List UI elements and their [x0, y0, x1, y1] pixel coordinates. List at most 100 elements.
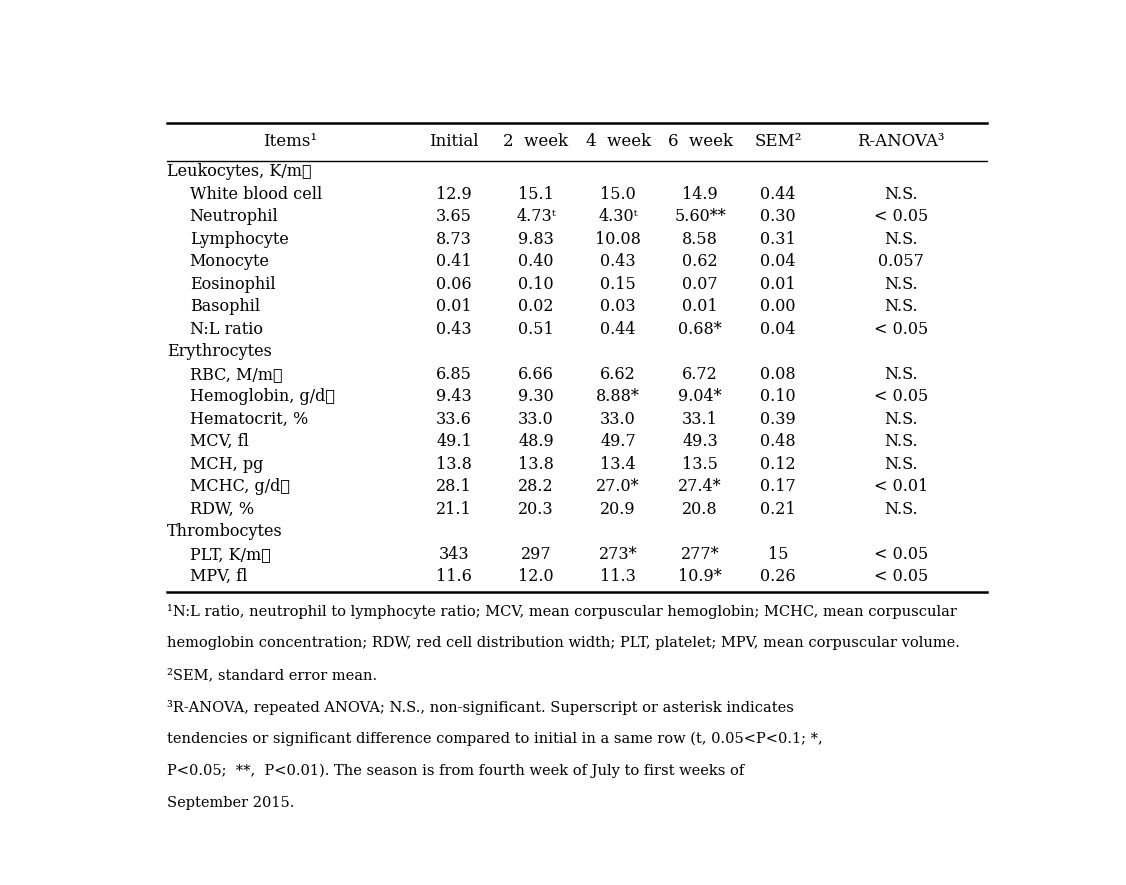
Text: 10.08: 10.08 [596, 231, 641, 248]
Text: N.S.: N.S. [884, 501, 918, 518]
Text: 0.31: 0.31 [760, 231, 796, 248]
Text: 8.73: 8.73 [436, 231, 472, 248]
Text: 20.3: 20.3 [518, 501, 554, 518]
Text: MCV, fl: MCV, fl [189, 434, 249, 450]
Text: 11.3: 11.3 [600, 568, 636, 585]
Text: < 0.01: < 0.01 [874, 478, 928, 496]
Text: 2  week: 2 week [503, 134, 569, 150]
Text: 49.3: 49.3 [682, 434, 718, 450]
Text: 9.30: 9.30 [518, 389, 554, 405]
Text: 12.9: 12.9 [436, 186, 472, 203]
Text: 28.2: 28.2 [518, 478, 554, 496]
Text: N.S.: N.S. [884, 434, 918, 450]
Text: ¹N:L ratio, neutrophil to lymphocyte ratio; MCV, mean corpuscular hemoglobin; MC: ¹N:L ratio, neutrophil to lymphocyte rat… [167, 604, 957, 619]
Text: 0.26: 0.26 [760, 568, 796, 585]
Text: 0.62: 0.62 [682, 253, 718, 271]
Text: 0.41: 0.41 [436, 253, 472, 271]
Text: 15: 15 [768, 546, 788, 563]
Text: 12.0: 12.0 [518, 568, 554, 585]
Text: 49.7: 49.7 [600, 434, 636, 450]
Text: Lymphocyte: Lymphocyte [189, 231, 288, 248]
Text: Leukocytes, K/mℓ: Leukocytes, K/mℓ [167, 164, 312, 181]
Text: 33.0: 33.0 [518, 411, 554, 427]
Text: 4.30ᵗ: 4.30ᵗ [598, 209, 638, 226]
Text: Erythrocytes: Erythrocytes [167, 343, 271, 360]
Text: < 0.05: < 0.05 [874, 546, 928, 563]
Text: MCH, pg: MCH, pg [189, 456, 263, 473]
Text: 0.51: 0.51 [518, 321, 554, 338]
Text: 343: 343 [439, 546, 470, 563]
Text: 48.9: 48.9 [518, 434, 554, 450]
Text: < 0.05: < 0.05 [874, 321, 928, 338]
Text: September 2015.: September 2015. [167, 796, 294, 811]
Text: Eosinophil: Eosinophil [189, 276, 275, 293]
Text: 0.12: 0.12 [760, 456, 796, 473]
Text: 0.48: 0.48 [760, 434, 796, 450]
Text: 6.72: 6.72 [682, 366, 718, 383]
Text: PLT, K/mℓ: PLT, K/mℓ [189, 546, 270, 563]
Text: N.S.: N.S. [884, 366, 918, 383]
Text: 9.43: 9.43 [436, 389, 472, 405]
Text: 0.04: 0.04 [760, 253, 796, 271]
Text: Neutrophil: Neutrophil [189, 209, 278, 226]
Text: tendencies or significant difference compared to initial in a same row (t, 0.05<: tendencies or significant difference com… [167, 732, 823, 746]
Text: 0.39: 0.39 [760, 411, 796, 427]
Text: N.S.: N.S. [884, 456, 918, 473]
Text: ³R-ANOVA, repeated ANOVA; N.S., non-significant. Superscript or asterisk indicat: ³R-ANOVA, repeated ANOVA; N.S., non-sign… [167, 700, 794, 715]
Text: 6.85: 6.85 [436, 366, 472, 383]
Text: 6  week: 6 week [668, 134, 733, 150]
Text: 0.30: 0.30 [760, 209, 796, 226]
Text: MCHC, g/dℓ: MCHC, g/dℓ [189, 478, 289, 496]
Text: White blood cell: White blood cell [189, 186, 322, 203]
Text: 11.6: 11.6 [436, 568, 472, 585]
Text: ²SEM, standard error mean.: ²SEM, standard error mean. [167, 668, 377, 682]
Text: 27.0*: 27.0* [597, 478, 640, 496]
Text: 0.21: 0.21 [760, 501, 796, 518]
Text: 4  week: 4 week [586, 134, 651, 150]
Text: 33.0: 33.0 [600, 411, 636, 427]
Text: 0.10: 0.10 [760, 389, 796, 405]
Text: 10.9*: 10.9* [678, 568, 722, 585]
Text: 13.8: 13.8 [518, 456, 554, 473]
Text: N.S.: N.S. [884, 411, 918, 427]
Text: 20.8: 20.8 [682, 501, 718, 518]
Text: 0.04: 0.04 [760, 321, 796, 338]
Text: 0.44: 0.44 [760, 186, 796, 203]
Text: MPV, fl: MPV, fl [189, 568, 247, 585]
Text: Basophil: Basophil [189, 298, 260, 315]
Text: Hemoglobin, g/dℓ: Hemoglobin, g/dℓ [189, 389, 334, 405]
Text: 0.01: 0.01 [436, 298, 472, 315]
Text: 0.44: 0.44 [600, 321, 636, 338]
Text: 14.9: 14.9 [682, 186, 718, 203]
Text: 0.10: 0.10 [518, 276, 554, 293]
Text: 0.08: 0.08 [760, 366, 796, 383]
Text: 15.0: 15.0 [600, 186, 636, 203]
Text: 9.83: 9.83 [518, 231, 554, 248]
Text: 0.17: 0.17 [760, 478, 796, 496]
Text: P<0.05;  **,  P<0.01). The season is from fourth week of July to first weeks of: P<0.05; **, P<0.01). The season is from … [167, 764, 744, 779]
Text: 0.01: 0.01 [760, 276, 796, 293]
Text: Hematocrit, %: Hematocrit, % [189, 411, 307, 427]
Text: N.S.: N.S. [884, 276, 918, 293]
Text: 0.15: 0.15 [600, 276, 636, 293]
Text: 277*: 277* [681, 546, 720, 563]
Text: < 0.05: < 0.05 [874, 209, 928, 226]
Text: 0.00: 0.00 [760, 298, 796, 315]
Text: 3.65: 3.65 [436, 209, 472, 226]
Text: N.S.: N.S. [884, 186, 918, 203]
Text: 0.40: 0.40 [518, 253, 554, 271]
Text: 15.1: 15.1 [518, 186, 554, 203]
Text: 0.07: 0.07 [682, 276, 718, 293]
Text: R-ANOVA³: R-ANOVA³ [857, 134, 945, 150]
Text: 13.4: 13.4 [600, 456, 636, 473]
Text: 20.9: 20.9 [600, 501, 636, 518]
Text: 297: 297 [520, 546, 552, 563]
Text: 0.06: 0.06 [436, 276, 472, 293]
Text: RBC, M/mℓ: RBC, M/mℓ [189, 366, 283, 383]
Text: Thrombocytes: Thrombocytes [167, 523, 283, 540]
Text: N.S.: N.S. [884, 298, 918, 315]
Text: 6.62: 6.62 [600, 366, 636, 383]
Text: 27.4*: 27.4* [678, 478, 722, 496]
Text: 21.1: 21.1 [436, 501, 472, 518]
Text: 49.1: 49.1 [436, 434, 472, 450]
